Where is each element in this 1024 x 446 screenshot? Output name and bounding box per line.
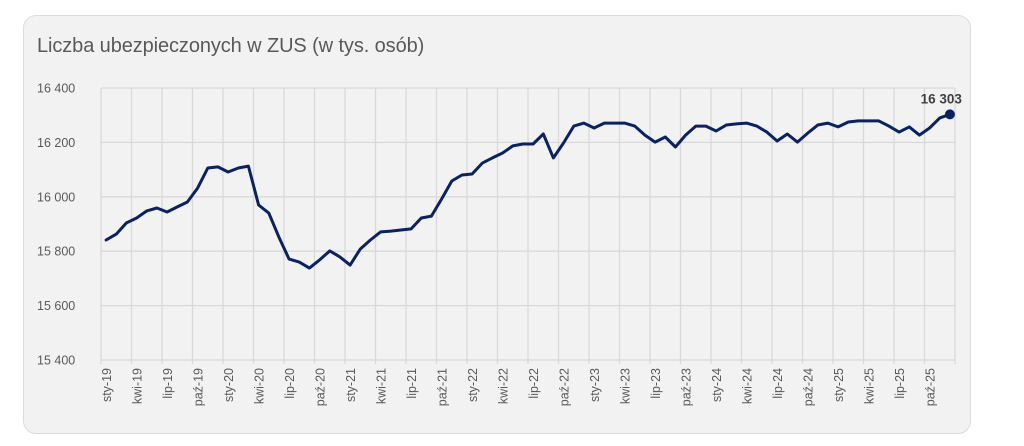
x-tick-label: paź-21 — [436, 368, 450, 406]
y-tick-label: 15 400 — [37, 354, 75, 368]
y-axis-ticks: 15 400 15 600 15 800 16 000 16 200 16 400 — [37, 82, 75, 368]
x-tick-label: kwi-25 — [863, 368, 877, 404]
x-tick-label: kwi-22 — [497, 368, 511, 404]
x-tick-label: lip-19 — [161, 368, 175, 399]
x-tick-label: sty-23 — [588, 368, 602, 402]
x-tick-label: sty-20 — [222, 368, 236, 402]
x-tick-label: sty-22 — [466, 368, 480, 402]
x-tick-label: lip-21 — [405, 368, 419, 399]
x-tick-label: paź-24 — [802, 368, 816, 406]
y-tick-label: 15 800 — [37, 245, 75, 259]
x-tick-label: sty-19 — [100, 368, 114, 402]
x-tick-label: lip-23 — [649, 368, 663, 399]
x-tick-label: kwi-19 — [131, 368, 145, 404]
y-tick-label: 16 200 — [37, 136, 75, 150]
x-tick-label: paź-20 — [314, 368, 328, 406]
x-tick-label: lip-22 — [527, 368, 541, 399]
x-tick-label: sty-21 — [344, 368, 358, 402]
x-tick-label: paź-25 — [924, 368, 938, 406]
x-tick-label: paź-19 — [192, 368, 206, 406]
y-tick-label: 16 000 — [37, 190, 75, 204]
gridlines — [100, 87, 956, 364]
y-tick-label: 16 400 — [37, 82, 75, 96]
series-line — [104, 112, 952, 270]
x-tick-label: lip-25 — [893, 368, 907, 399]
x-tick-label: sty-24 — [710, 368, 724, 402]
x-axis-ticks: sty-19 kwi-19 lip-19 paź-19 sty-20 kwi-20 lip-… — [100, 368, 938, 406]
last-value-label: 16 303 — [921, 91, 963, 106]
x-tick-label: lip-20 — [283, 368, 297, 399]
x-tick-label: kwi-24 — [741, 368, 755, 404]
last-point-marker — [944, 109, 955, 120]
y-tick-label: 15 600 — [37, 299, 75, 313]
x-tick-label: kwi-21 — [375, 368, 389, 404]
x-tick-label: kwi-23 — [619, 368, 633, 404]
x-tick-label: lip-24 — [771, 368, 785, 399]
chart-title: Liczba ubezpieczonych w ZUS (w tys. osób… — [37, 35, 425, 57]
x-tick-label: kwi-20 — [253, 368, 267, 404]
x-tick-label: paź-23 — [680, 368, 694, 406]
x-tick-label: paź-22 — [558, 368, 572, 406]
x-tick-label: sty-25 — [832, 368, 846, 402]
